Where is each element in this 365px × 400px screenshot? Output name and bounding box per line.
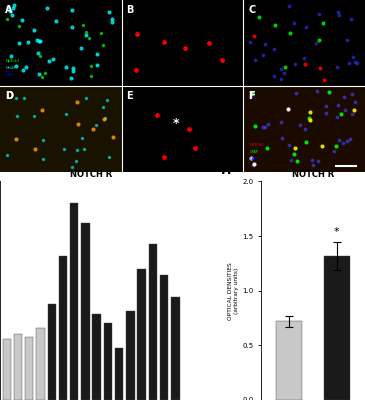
Bar [138,269,146,400]
Bar [25,337,34,400]
Text: *: * [334,227,339,237]
Bar [0,86,122,172]
Bar [104,323,112,400]
Text: A: A [5,5,12,15]
Bar [92,314,101,400]
Bar [126,311,135,400]
Text: H: H [221,164,232,177]
Bar [3,339,11,400]
Bar [70,203,78,400]
Text: NOTCH1: NOTCH1 [249,143,264,147]
Text: F: F [248,91,255,101]
Text: DAPI: DAPI [6,72,14,76]
Y-axis label: OPTICAL DENSITIES
(arbitrary units): OPTICAL DENSITIES (arbitrary units) [228,262,239,320]
Bar [243,0,365,86]
Text: E: E [127,91,133,101]
Bar [324,256,350,400]
Bar [36,328,45,400]
Bar [122,86,243,172]
Text: B: B [127,5,134,15]
Text: F: F [248,91,255,101]
Text: C: C [248,5,255,15]
Bar [276,321,302,400]
Text: D: D [5,91,13,101]
Bar [160,275,168,400]
Bar [243,86,365,172]
Text: Np/Erk3: Np/Erk3 [6,59,20,63]
Title: NOTCH R: NOTCH R [292,170,334,179]
Bar [81,224,90,400]
Text: *: * [173,117,179,130]
Text: GFAP: GFAP [249,150,258,154]
Bar [122,0,243,86]
Bar [0,0,122,86]
Text: NeuN: NeuN [6,66,16,70]
Bar [47,304,56,400]
Bar [243,86,365,172]
Bar [0,86,122,172]
Title: NOTCH R: NOTCH R [70,170,112,179]
Text: D: D [5,91,13,101]
Bar [171,297,180,400]
Bar [115,348,123,400]
Bar [149,244,157,400]
Text: DAPI: DAPI [249,157,258,161]
Bar [14,334,22,400]
Bar [59,256,67,400]
